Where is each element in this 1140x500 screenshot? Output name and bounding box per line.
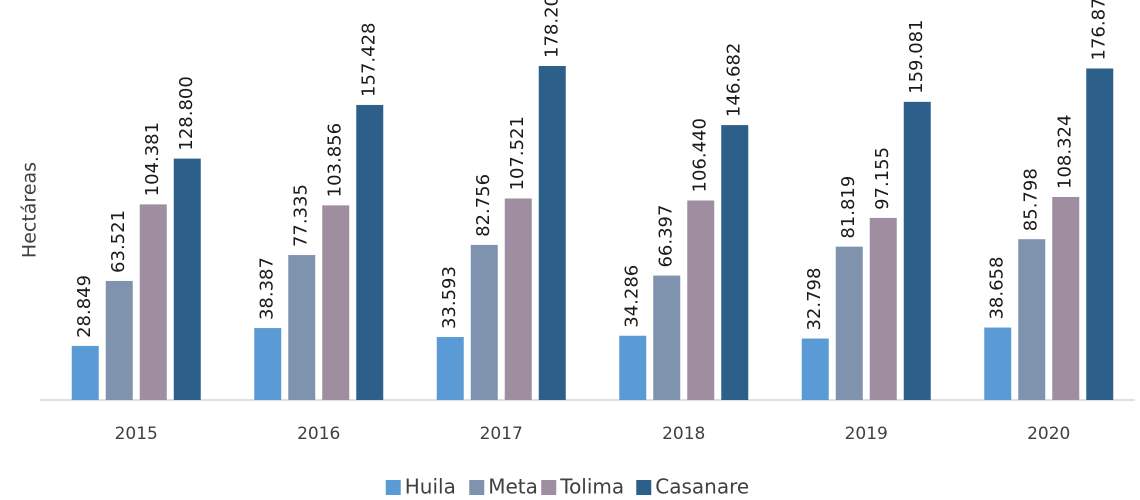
bar <box>1052 196 1080 400</box>
data-label: 32.798 <box>804 268 825 331</box>
data-label: 104.381 <box>142 122 163 196</box>
data-label: 77.335 <box>291 184 312 247</box>
data-label: 28.849 <box>74 275 95 338</box>
x-tick-label: 2015 <box>115 424 158 444</box>
bar <box>903 101 931 401</box>
legend-label: Casanare <box>655 475 749 499</box>
data-label: 128.800 <box>176 76 197 150</box>
bar <box>139 204 167 400</box>
data-label: 97.155 <box>872 147 893 210</box>
bar <box>869 217 897 400</box>
data-label: 178.208 <box>541 0 562 58</box>
legend-label: Meta <box>488 475 538 499</box>
data-label: 38.658 <box>987 257 1008 320</box>
bar <box>254 328 282 400</box>
data-label: 63.521 <box>108 210 129 273</box>
x-tick-label: 2020 <box>1027 424 1070 444</box>
data-label: 159.081 <box>906 19 927 93</box>
x-tick-label: 2017 <box>480 424 523 444</box>
legend-swatch <box>541 480 557 495</box>
bar <box>984 327 1012 400</box>
data-label: 85.798 <box>1021 168 1042 231</box>
bar <box>721 125 749 400</box>
data-label: 157.428 <box>359 23 380 97</box>
bar <box>1018 239 1046 400</box>
x-tick-label: 2018 <box>662 424 705 444</box>
bar <box>538 66 566 400</box>
data-label: 146.682 <box>724 43 745 117</box>
data-label: 106.440 <box>690 118 711 192</box>
legend-swatch <box>636 480 652 495</box>
data-label: 66.397 <box>656 205 677 268</box>
data-label: 108.324 <box>1055 115 1076 189</box>
x-tick-label: 2019 <box>845 424 888 444</box>
bar <box>504 198 532 400</box>
data-label: 176.878 <box>1089 0 1110 60</box>
bar <box>470 244 498 400</box>
bar <box>801 338 829 400</box>
bar <box>288 255 316 400</box>
legend-label: Tolima <box>559 475 624 499</box>
bar <box>356 104 384 401</box>
y-axis-title: Hectáreas <box>19 162 41 258</box>
bar <box>322 205 350 400</box>
data-label: 107.521 <box>507 116 528 190</box>
bar <box>173 158 201 400</box>
bar <box>653 275 681 400</box>
data-label: 34.286 <box>622 265 643 328</box>
data-label: 38.387 <box>257 257 278 320</box>
data-label: 33.593 <box>439 266 460 329</box>
bar <box>835 246 863 400</box>
bar <box>105 280 133 400</box>
bar <box>1086 68 1114 400</box>
legend-label: Huila <box>405 475 456 499</box>
bar <box>71 345 99 400</box>
data-label: 82.756 <box>473 174 494 237</box>
data-label: 81.819 <box>838 176 859 239</box>
bar <box>436 337 464 400</box>
bar <box>619 335 647 400</box>
legend-swatch <box>469 480 485 495</box>
bar <box>687 200 715 400</box>
x-tick-label: 2016 <box>297 424 340 444</box>
data-label: 103.856 <box>325 123 346 197</box>
legend-swatch <box>385 480 401 495</box>
